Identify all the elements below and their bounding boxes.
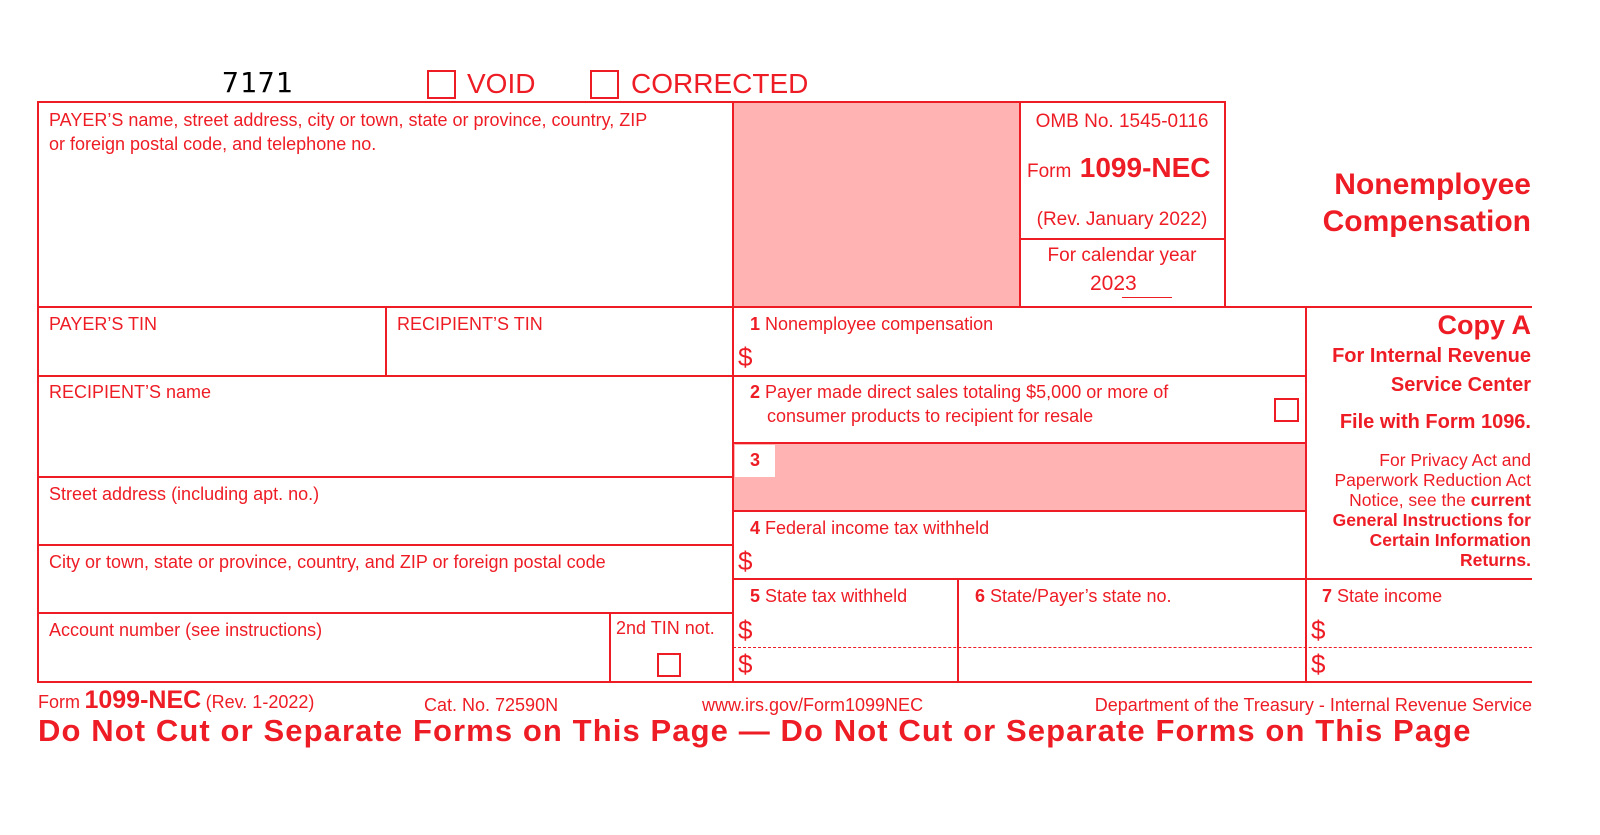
file-with: File with Form 1096. [1339,411,1531,433]
box2-checkbox[interactable] [1274,398,1299,422]
calendar-year-label: For calendar year [1047,245,1197,266]
second-tin-checkbox[interactable] [657,653,681,677]
box5-dollar-2: $ [738,649,753,679]
copy-line-2: Service Center [1390,374,1531,396]
box3-shaded [733,443,1306,511]
box5-dollar-1: $ [738,615,753,645]
privacy-notice: For Privacy Act and Paperwork Reduction … [1332,450,1531,570]
payer-tin-label: PAYER’S TIN [49,314,158,334]
box7-dollar-1: $ [1311,615,1326,645]
form-word: Form [1027,161,1072,182]
shaded-area [733,102,1020,307]
payer-name-label: PAYER’S name, street address, city or to… [49,110,648,130]
box7-dollar-2: $ [1311,649,1326,679]
box1-label: 1 Nonemployee compensation [750,314,994,334]
copy-info: Copy A For Internal Revenue Service Cent… [1332,308,1531,437]
calendar-year: 2023 [1090,272,1137,295]
box1-dollar: $ [738,342,753,372]
box3-label-bg [735,445,775,477]
copy-line-1: For Internal Revenue [1332,345,1531,367]
form-heading: Nonemployee Compensation [1323,166,1531,240]
do-not-cut-warning: Do Not Cut or Separate Forms on This Pag… [38,713,1472,748]
omb-number: OMB No. 1545-0116 [1035,111,1209,132]
cat-number: Cat. No. 72590N [424,695,559,715]
form-name: 1099-NEC [1079,152,1211,183]
corrected-checkbox[interactable] [590,70,619,99]
city-label: City or town, state or province, country… [49,552,606,572]
account-number-label: Account number (see instructions) [49,620,323,640]
form-title: Form 1099-NEC [1027,152,1211,184]
recipient-name-label: RECIPIENT’S name [49,382,212,402]
void-checkbox[interactable] [427,70,456,99]
department: Department of the Treasury - Internal Re… [1094,695,1532,715]
revision: (Rev. January 2022) [1036,209,1208,230]
heading-line-2: Compensation [1322,205,1531,238]
box5-label: 5 State tax withheld [750,586,908,606]
corrected-label: CORRECTED [631,68,809,99]
box3-label: 3 [750,450,761,470]
irs-url[interactable]: www.irs.gov/Form1099NEC [702,695,924,715]
box7-label: 7 State income [1322,586,1443,606]
street-address-label: Street address (including apt. no.) [49,484,320,504]
form-code: 7171 [222,66,294,99]
box4-dollar: $ [738,546,753,576]
year-underline [1122,297,1172,298]
box2-label-2: consumer products to recipient for resal… [767,406,1094,426]
copy-title: Copy A [1437,310,1532,340]
footer-form: Form 1099-NEC (Rev. 1-2022) [38,686,315,714]
second-tin-label: 2nd TIN not. [616,618,715,638]
void-label: VOID [467,68,536,99]
heading-line-1: Nonemployee [1334,168,1531,201]
box4-label: 4 Federal income tax withheld [750,518,990,538]
payer-name-label-2: or foreign postal code, and telephone no… [49,134,377,154]
box2-label: 2 Payer made direct sales totaling $5,00… [750,382,1169,402]
box6-label: 6 State/Payer’s state no. [975,586,1172,606]
recipient-tin-label: RECIPIENT’S TIN [397,314,543,334]
